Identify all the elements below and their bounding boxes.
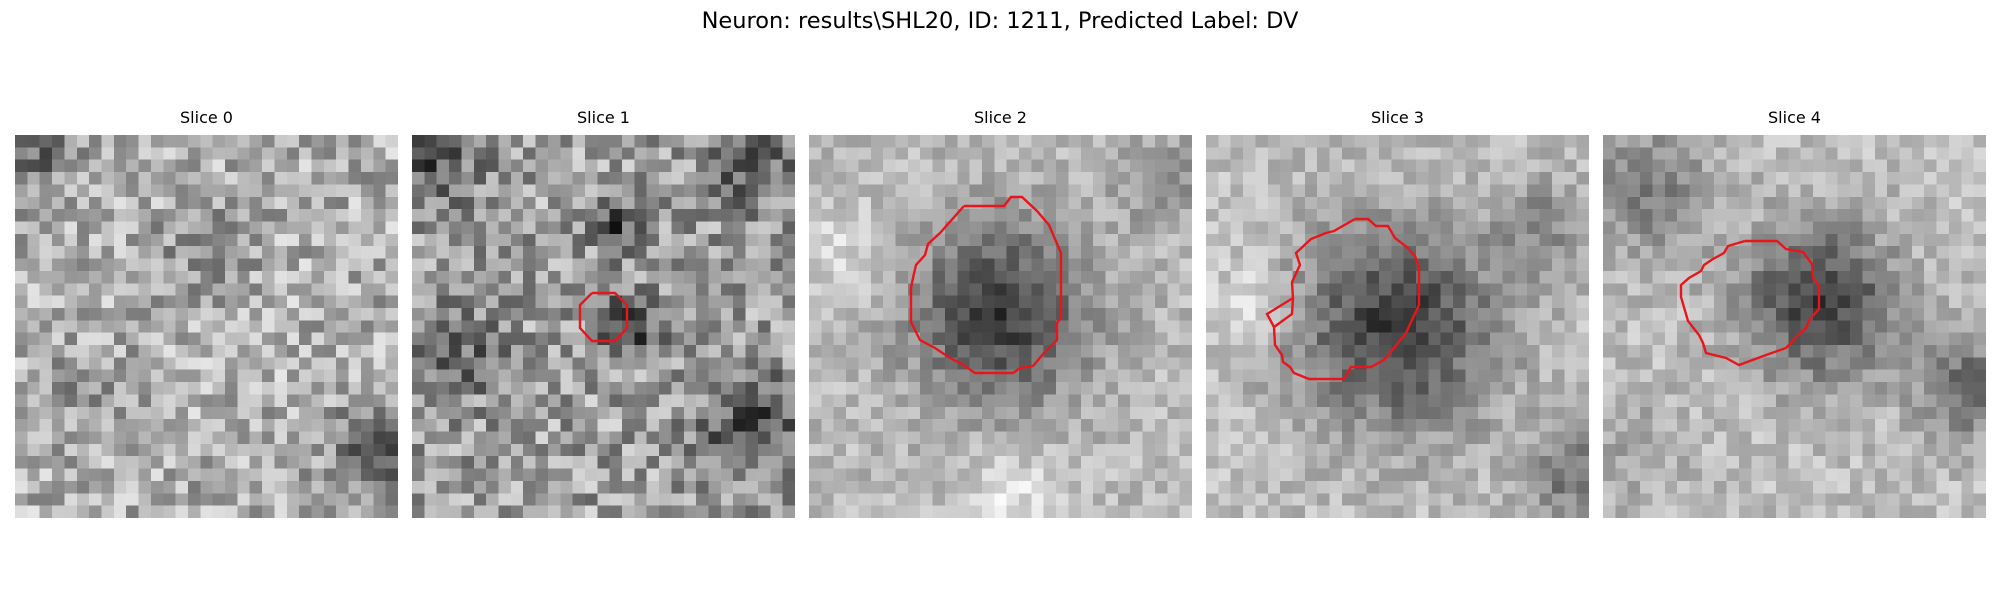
contour-line-4	[1679, 239, 1821, 367]
contour-line-2	[909, 195, 1063, 375]
slice-panel-1: Slice 1	[412, 108, 795, 518]
cell-outline-3	[1265, 217, 1421, 381]
contour-line-3	[1265, 217, 1421, 381]
slice-title-0: Slice 0	[180, 108, 233, 127]
contour-line-1	[578, 291, 629, 343]
slice-title-3: Slice 3	[1371, 108, 1424, 127]
cell-outline-4	[1679, 239, 1821, 367]
slice-image-4	[1603, 135, 1986, 518]
slice-image-2	[809, 135, 1192, 518]
slice-panel-2: Slice 2	[809, 108, 1192, 518]
slice-panel-3: Slice 3	[1206, 108, 1589, 518]
slice-title-2: Slice 2	[974, 108, 1027, 127]
slice-image-3	[1206, 135, 1589, 518]
slice-panel-4: Slice 4	[1603, 108, 1986, 518]
slice-panel-0: Slice 0	[15, 108, 398, 518]
slice-image-0	[15, 135, 398, 518]
slice-title-1: Slice 1	[577, 108, 630, 127]
figure-title: Neuron: results\SHL20, ID: 1211, Predict…	[701, 8, 1299, 34]
slice-image-1	[412, 135, 795, 518]
contour-line-3b	[1273, 297, 1295, 328]
slice-title-4: Slice 4	[1768, 108, 1821, 127]
cell-outline-1	[578, 291, 629, 343]
cell-outline-2	[909, 195, 1063, 375]
